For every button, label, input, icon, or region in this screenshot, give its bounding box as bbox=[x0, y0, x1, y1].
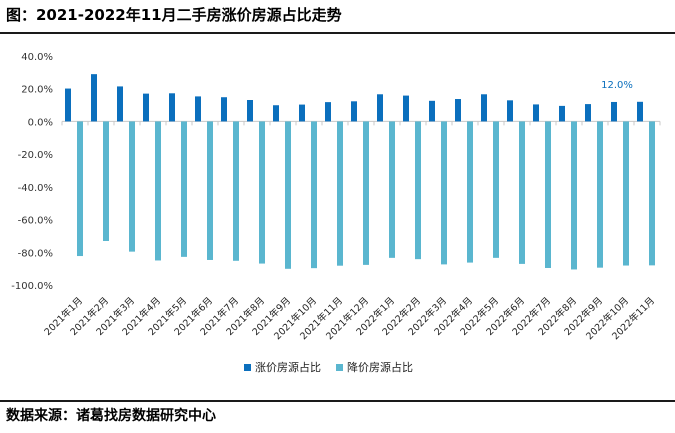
data-source-note: 数据来源：诸葛找房数据研究中心 bbox=[6, 408, 216, 424]
y-tick-label: -40.0% bbox=[18, 183, 53, 194]
fall-bar bbox=[441, 121, 447, 265]
legend-swatch bbox=[244, 364, 251, 371]
fall-bar bbox=[311, 121, 317, 269]
rise-bar bbox=[117, 86, 123, 122]
rise-bar bbox=[91, 74, 97, 122]
rise-bar bbox=[533, 104, 539, 122]
rise-bar bbox=[637, 101, 643, 122]
fall-bar bbox=[363, 121, 369, 265]
fall-bar bbox=[389, 121, 395, 258]
rise-bar bbox=[611, 101, 617, 122]
rise-bar bbox=[273, 105, 279, 122]
fall-bar bbox=[77, 121, 83, 257]
rise-bar bbox=[585, 104, 591, 122]
rise-bar bbox=[221, 97, 227, 122]
rise-bar bbox=[325, 102, 331, 122]
legend-swatch bbox=[336, 364, 343, 371]
y-tick-label: -20.0% bbox=[18, 150, 53, 161]
fall-bar bbox=[285, 121, 291, 269]
top-divider bbox=[0, 32, 675, 34]
fall-bar bbox=[493, 121, 499, 258]
fall-bar bbox=[103, 121, 109, 241]
rise-bar bbox=[559, 105, 565, 122]
rise-bar bbox=[481, 94, 487, 122]
fall-bar bbox=[155, 121, 161, 261]
y-tick-label: -60.0% bbox=[18, 216, 53, 227]
rise-bar bbox=[65, 88, 71, 122]
fall-bar bbox=[129, 121, 135, 252]
fall-bar bbox=[233, 121, 239, 261]
fall-bar bbox=[337, 121, 343, 266]
fall-bar bbox=[467, 121, 473, 263]
y-tick-label: 40.0% bbox=[21, 52, 53, 63]
fall-bar bbox=[545, 121, 551, 268]
rise-bar bbox=[455, 99, 461, 122]
fall-bar bbox=[259, 121, 265, 264]
fall-bar bbox=[415, 121, 421, 260]
axes: 40.0% 20.0% 0.0% -20.0% -40.0% -60.0% -80.0% -1… bbox=[11, 52, 661, 292]
y-tick-label: 20.0% bbox=[21, 85, 53, 96]
rise-bar bbox=[247, 100, 253, 122]
y-tick-label: -100.0% bbox=[11, 281, 53, 292]
rise-bar bbox=[351, 101, 357, 122]
rise-bar bbox=[169, 93, 175, 122]
fall-bar bbox=[649, 121, 655, 266]
bottom-divider bbox=[0, 400, 675, 402]
legend-label: 降价房源占比 bbox=[347, 360, 413, 374]
fall-bar bbox=[207, 121, 213, 260]
rise-bar bbox=[143, 93, 149, 122]
rise-bar bbox=[377, 94, 383, 122]
bar-chart: 40.0% 20.0% 0.0% -20.0% -40.0% -60.0% -80.0% -1… bbox=[11, 52, 661, 374]
rise-bar bbox=[507, 100, 513, 122]
chart-figure-title: 图：2021-2022年11月二手房涨价房源占比走势 bbox=[6, 6, 342, 24]
data-label: 12.0% bbox=[601, 80, 633, 91]
rise-bar bbox=[403, 95, 409, 122]
fall-bar bbox=[597, 121, 603, 268]
rise-bar bbox=[429, 100, 435, 122]
bars bbox=[65, 74, 655, 270]
fall-bar bbox=[181, 121, 187, 257]
fall-bar bbox=[519, 121, 525, 264]
fall-bar bbox=[571, 121, 577, 270]
fall-bar bbox=[623, 121, 629, 266]
rise-bar bbox=[195, 96, 201, 122]
y-tick-label: 0.0% bbox=[28, 117, 53, 128]
legend-label: 涨价房源占比 bbox=[255, 360, 321, 374]
rise-bar bbox=[299, 104, 305, 122]
legend: 涨价房源占比 降价房源占比 bbox=[244, 360, 413, 374]
y-tick-label: -80.0% bbox=[18, 248, 53, 259]
